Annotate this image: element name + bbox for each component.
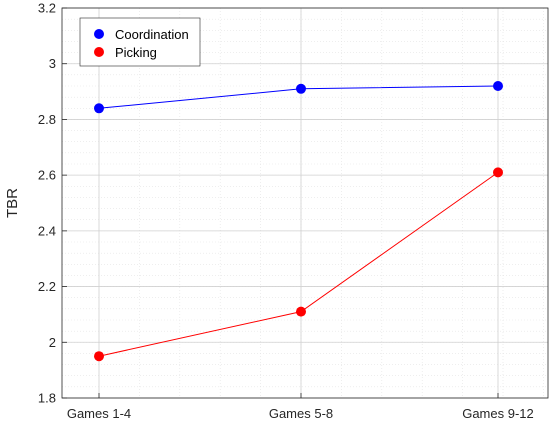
data-point-picking	[94, 351, 104, 362]
legend-label-coordination: Coordination	[115, 27, 189, 42]
y-tick-label: 2.4	[38, 223, 56, 238]
legend-box	[79, 17, 201, 67]
x-tick-label: Games 5-8	[269, 406, 333, 421]
y-axis-title: TBR	[4, 188, 21, 218]
series-points	[94, 81, 503, 362]
data-point-coordination	[296, 83, 306, 94]
legend-marker-coordination	[94, 29, 104, 39]
y-tick-label: 1.8	[38, 391, 56, 406]
plot-border	[61, 7, 549, 399]
x-tick-label: Games 1-4	[67, 406, 131, 421]
x-tick-label: Games 9-12	[462, 406, 534, 421]
y-tick-label: 2.2	[38, 279, 56, 294]
legend: Coordination Picking	[79, 17, 201, 67]
y-tick-label: 2	[49, 335, 56, 350]
legend-label-picking: Picking	[115, 45, 157, 60]
y-tick-label: 3.2	[38, 1, 56, 16]
data-point-picking	[493, 167, 503, 178]
data-point-picking	[296, 306, 306, 317]
data-point-coordination	[493, 81, 503, 91]
y-tick-label: 3	[49, 56, 56, 71]
legend-marker-picking	[94, 47, 104, 57]
data-point-coordination	[94, 103, 104, 114]
axis-ticks	[62, 7, 499, 399]
plot-area	[62, 8, 548, 398]
x-tick-labels: Games 1-4 Games 5-8 Games 9-12	[67, 406, 534, 421]
y-tick-label: 2.8	[38, 112, 56, 127]
y-tick-label: 2.6	[38, 168, 56, 183]
y-tick-labels: 1.8 2 2.2 2.4 2.6 2.8 3 3.2	[38, 1, 56, 406]
